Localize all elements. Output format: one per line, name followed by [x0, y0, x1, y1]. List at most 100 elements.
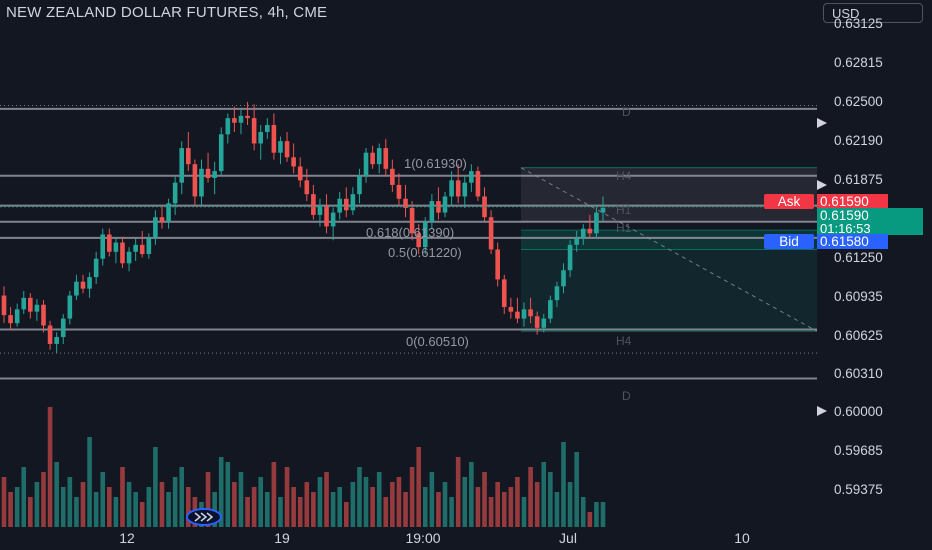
volume-bar	[225, 462, 231, 527]
volume-bar	[495, 482, 500, 527]
volume-bar	[264, 492, 270, 527]
volume-bar	[337, 487, 343, 527]
volume-bar	[21, 467, 27, 527]
candle-body	[462, 182, 468, 197]
candle-body	[14, 309, 20, 324]
volume-bar	[212, 492, 217, 527]
volume-bar	[548, 472, 553, 527]
volume-bar	[74, 497, 79, 527]
volume-bar	[416, 447, 421, 527]
candle-body	[297, 166, 303, 181]
volume-bar	[469, 462, 474, 527]
candle-body	[232, 118, 237, 123]
candle-body	[225, 118, 231, 135]
volume-bar	[409, 467, 415, 527]
candle-body	[87, 277, 92, 289]
volume-bar	[258, 477, 264, 527]
candle-body	[554, 286, 560, 301]
price-tick-label: 0.63125	[834, 16, 883, 31]
fib-label-0: 0(0.60510)	[406, 334, 469, 349]
candle-body	[166, 203, 171, 222]
candle-body	[186, 148, 191, 165]
candle-body	[363, 152, 369, 176]
price-tick-label: 0.62815	[834, 55, 883, 70]
candle-body	[218, 134, 224, 172]
ask-price-badge: 0.61590	[817, 194, 888, 209]
alert-flag-icon[interactable]	[817, 406, 827, 416]
candle-body	[278, 141, 283, 153]
candle-body	[258, 131, 264, 144]
candle-body	[159, 217, 165, 222]
candle-body	[34, 304, 40, 312]
candle-body	[192, 164, 198, 197]
volume-bar	[429, 472, 435, 527]
alert-flag-icon[interactable]	[817, 180, 827, 190]
candle-body	[455, 180, 461, 197]
candle-body	[172, 182, 178, 204]
volume-bar	[41, 472, 46, 527]
candle-body	[47, 325, 53, 344]
candle-body	[436, 201, 441, 213]
volume-bar	[113, 497, 119, 527]
volume-bar	[304, 482, 310, 527]
price-tick-label: 0.60000	[834, 404, 883, 419]
candle-body	[251, 118, 257, 144]
candle-body	[574, 237, 579, 245]
volume-bar	[245, 497, 250, 527]
price-tick-label: 0.59375	[834, 482, 883, 497]
volume-bar	[218, 457, 224, 527]
volume-bar	[80, 482, 86, 527]
volume-bar	[60, 487, 66, 527]
volume-bar	[521, 497, 527, 527]
candle-body	[284, 141, 290, 158]
candle-body	[67, 295, 73, 319]
volume-bar	[186, 487, 191, 527]
volume-bar	[1, 477, 7, 527]
candle-body	[357, 175, 362, 195]
candle-body	[343, 198, 349, 211]
currency-selector[interactable]: USD	[823, 3, 923, 23]
price-tick-label: 0.62500	[834, 94, 883, 109]
candle-body	[501, 279, 507, 308]
volume-bar	[139, 502, 145, 527]
volume-bar	[475, 487, 481, 527]
volume-bar	[120, 467, 125, 527]
candle-body	[54, 337, 59, 344]
candle-body	[304, 180, 310, 195]
candle-body	[376, 148, 382, 165]
candle-body	[74, 281, 79, 296]
fib-label-1: 1(0.61930)	[404, 156, 467, 171]
candle-body	[370, 152, 375, 165]
candle-body	[271, 125, 277, 153]
replay-button[interactable]	[184, 506, 224, 528]
ask-label: Ask	[764, 194, 814, 209]
volume-bar	[87, 437, 92, 527]
candle-body	[60, 318, 66, 338]
fib-trend-line	[520, 167, 818, 332]
candle-body	[80, 281, 86, 289]
candle-body	[396, 184, 402, 199]
price-tick-label: 0.59685	[834, 443, 883, 458]
volume-bar	[501, 492, 507, 527]
volume-bar	[67, 477, 73, 527]
volume-bar	[205, 472, 211, 527]
volume-bar	[100, 472, 106, 527]
price-tick-label: 0.60310	[834, 366, 883, 381]
volume-bar	[271, 462, 277, 527]
volume-bar	[449, 497, 454, 527]
volume-bar	[47, 407, 53, 527]
candle-body	[317, 205, 323, 215]
volume-bar	[350, 482, 356, 527]
candle-body	[153, 217, 158, 238]
candle-body	[383, 148, 389, 169]
candle-body	[212, 171, 217, 179]
candle-body	[8, 315, 13, 324]
price-tick-label: 0.60935	[834, 289, 883, 304]
volume-bar	[363, 477, 369, 527]
volume-bar	[172, 477, 178, 527]
volume-bar	[594, 502, 599, 527]
alert-flag-icon[interactable]	[817, 118, 827, 128]
candle-body	[245, 115, 250, 119]
volume-bar	[574, 452, 579, 527]
